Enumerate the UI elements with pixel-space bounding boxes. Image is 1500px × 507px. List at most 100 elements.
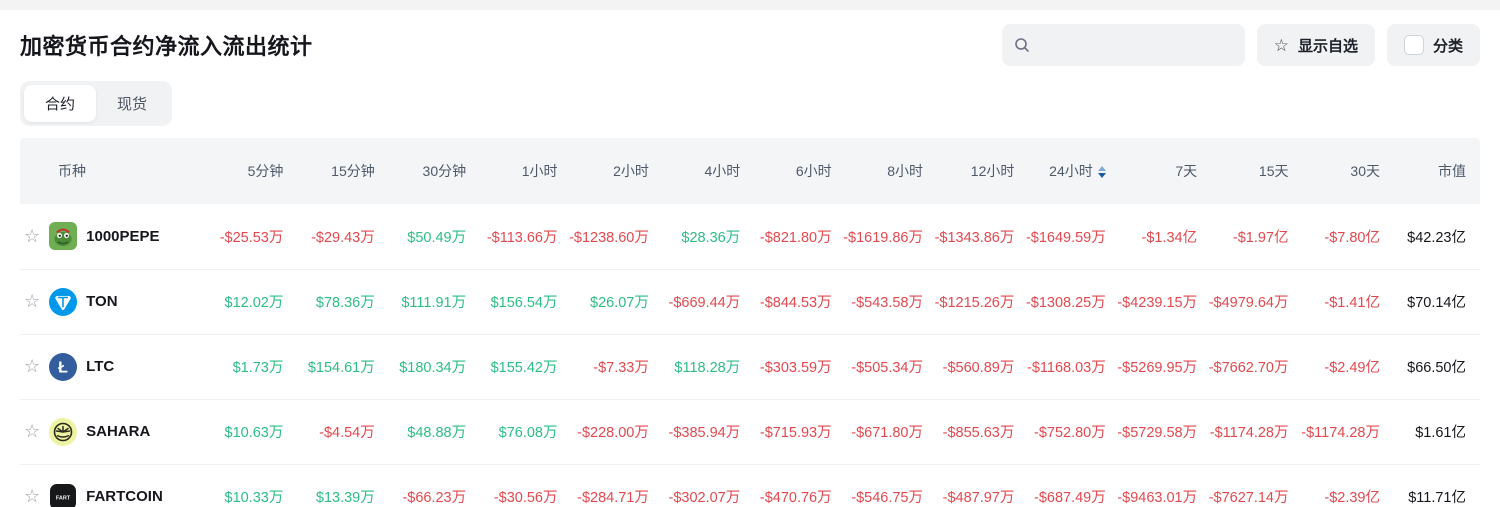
flow-value: -$1215.26万	[923, 269, 1015, 335]
flow-value: -$5729.58万	[1105, 399, 1198, 465]
column-header-5[interactable]: 2小时	[557, 138, 649, 204]
flow-value: -$385.94万	[648, 399, 741, 465]
flow-value: -$687.49万	[1014, 464, 1106, 507]
column-header-14[interactable]: 市值	[1380, 138, 1480, 204]
column-header-8[interactable]: 8小时	[831, 138, 923, 204]
page-top-edge	[0, 0, 1500, 10]
favorite-star-icon[interactable]: ☆	[24, 421, 41, 441]
svg-text:FART: FART	[56, 495, 71, 501]
coin-cell[interactable]: ☆ SAHARA	[20, 399, 192, 465]
flow-value: -$821.80万	[740, 204, 832, 270]
flow-value: -$25.53万	[192, 204, 284, 270]
coin-cell[interactable]: ☆ FART FARTCOIN	[20, 464, 192, 507]
flow-value: -$1.34亿	[1105, 204, 1198, 270]
flow-value: -$302.07万	[648, 464, 741, 507]
flow-value: $12.02万	[192, 269, 284, 335]
search-input[interactable]	[1037, 24, 1233, 66]
sort-icon[interactable]	[1097, 166, 1106, 179]
column-header-3[interactable]: 30分钟	[374, 138, 467, 204]
coin-symbol: LTC	[86, 358, 115, 375]
column-header-13[interactable]: 30天	[1288, 138, 1380, 204]
tab-group: 合约 现货	[20, 81, 173, 126]
flow-value: -$2.49亿	[1288, 334, 1380, 400]
flow-value: -$228.00万	[557, 399, 649, 465]
category-checkbox[interactable]	[1403, 35, 1424, 55]
market-cap-value: $66.50亿	[1380, 334, 1480, 400]
flow-value: -$7662.70万	[1197, 334, 1289, 400]
flow-value: $155.42万	[466, 334, 558, 400]
flow-value: -$7.80亿	[1288, 204, 1380, 270]
column-header-12[interactable]: 15天	[1197, 138, 1289, 204]
column-header-1[interactable]: 5分钟	[192, 138, 284, 204]
flow-value: $1.73万	[192, 334, 284, 400]
column-header-11[interactable]: 7天	[1105, 138, 1198, 204]
flow-value: -$505.34万	[831, 334, 923, 400]
table-row[interactable]: ☆ Ł LTC $1.73万 $154.61万 $180.34万 $155.42万 -$7.3…	[20, 334, 1480, 400]
flow-value: -$1168.03万	[1014, 334, 1106, 400]
table-row[interactable]: ☆ TON $12.02万 $78.36万 $111.91万 $156.54万 $26.07…	[20, 269, 1480, 335]
flow-value: -$715.93万	[740, 399, 832, 465]
tab-contract[interactable]: 合约	[24, 85, 97, 122]
show-favorites-label: 显示自选	[1297, 37, 1358, 55]
show-favorites-button[interactable]: ☆ 显示自选	[1256, 24, 1375, 66]
topbar-controls: ☆ 显示自选 分类	[1001, 24, 1480, 66]
category-toggle[interactable]: 分类	[1386, 24, 1480, 66]
favorite-star-icon[interactable]: ☆	[24, 486, 41, 506]
coin-cell[interactable]: ☆ 1000PEPE	[20, 204, 192, 270]
flow-table-wrap: 币种 5分钟 15分钟 30分钟 1小时 2小时 4小时 6小时 8小时 12小时 24小时 7天 15…	[20, 138, 1480, 507]
flow-value: -$29.43万	[283, 204, 375, 270]
favorite-star-icon[interactable]: ☆	[24, 225, 41, 246]
topbar: 加密货币合约净流入流出统计 ☆ 显示自选 分类	[20, 10, 1480, 66]
coin-cell[interactable]: ☆ TON	[20, 269, 192, 335]
flow-value: -$752.80万	[1014, 399, 1106, 465]
flow-table: 币种 5分钟 15分钟 30分钟 1小时 2小时 4小时 6小时 8小时 12小时 24小时 7天 15…	[20, 138, 1480, 507]
column-header-2[interactable]: 15分钟	[283, 138, 375, 204]
flow-value: -$4.54万	[283, 399, 375, 465]
favorite-star-icon[interactable]: ☆	[24, 291, 41, 311]
table-row[interactable]: ☆ FART FARTCOIN $10.33万 $13.39万 -$66.23万 -$30.…	[20, 464, 1480, 507]
fartcoin-logo-icon: FART	[49, 483, 77, 507]
column-header-4[interactable]: 1小时	[466, 138, 558, 204]
flow-value: -$560.89万	[923, 334, 1015, 400]
flow-value: -$4239.15万	[1105, 269, 1198, 335]
ton-logo-icon	[49, 287, 78, 316]
flow-value: -$7.33万	[557, 334, 649, 400]
tab-spot[interactable]: 现货	[96, 85, 168, 122]
coin-symbol: FARTCOIN	[86, 488, 163, 505]
flow-value: -$1.97亿	[1197, 204, 1289, 270]
star-icon: ☆	[1273, 35, 1289, 55]
market-cap-value: $1.61亿	[1380, 399, 1480, 465]
flow-value: -$1343.86万	[923, 204, 1015, 270]
flow-value: -$1619.86万	[831, 204, 923, 270]
flow-value: -$30.56万	[466, 464, 558, 507]
flow-value: $78.36万	[283, 269, 375, 335]
ltc-logo-icon: Ł	[49, 352, 78, 381]
coin-cell[interactable]: ☆ Ł LTC	[20, 334, 192, 400]
table-row[interactable]: ☆ SAHARA $10.63万 -$4.54万 $48.88万 $76.08万 -$228…	[20, 399, 1480, 465]
coin-symbol: SAHARA	[86, 423, 151, 440]
flow-value: -$487.97万	[923, 464, 1015, 507]
flow-value: $10.63万	[192, 399, 284, 465]
table-body: ☆ 1000PEPE -$25.53万 -$29.43万 $50.49万 -$113.66…	[20, 204, 1480, 507]
search-box[interactable]	[1001, 24, 1245, 66]
flow-value: -$303.59万	[740, 334, 832, 400]
coin-inner: ☆ FART FARTCOIN	[24, 483, 192, 507]
column-header-9[interactable]: 12小时	[923, 138, 1015, 204]
column-header-6[interactable]: 4小时	[648, 138, 741, 204]
column-header-7[interactable]: 6小时	[740, 138, 832, 204]
table-row[interactable]: ☆ 1000PEPE -$25.53万 -$29.43万 $50.49万 -$113.66…	[20, 204, 1480, 270]
flow-value: -$1174.28万	[1288, 399, 1380, 465]
flow-value: -$546.75万	[831, 464, 923, 507]
favorite-star-icon[interactable]: ☆	[24, 356, 41, 376]
sahara-sun-icon	[49, 417, 78, 446]
flow-value: -$1.41亿	[1288, 269, 1380, 335]
flow-value: $76.08万	[466, 399, 558, 465]
coin-inner: ☆ SAHARA	[24, 417, 192, 446]
flow-value: -$669.44万	[648, 269, 741, 335]
flow-value: $156.54万	[466, 269, 558, 335]
flow-value: $28.36万	[648, 204, 741, 270]
column-header-10[interactable]: 24小时	[1014, 138, 1106, 204]
flow-value: $13.39万	[283, 464, 375, 507]
net-flow-page: 加密货币合约净流入流出统计 ☆ 显示自选 分类 合约 现货 币种 5分钟 15分钟 30…	[0, 10, 1500, 507]
flow-value: $111.91万	[374, 269, 467, 335]
